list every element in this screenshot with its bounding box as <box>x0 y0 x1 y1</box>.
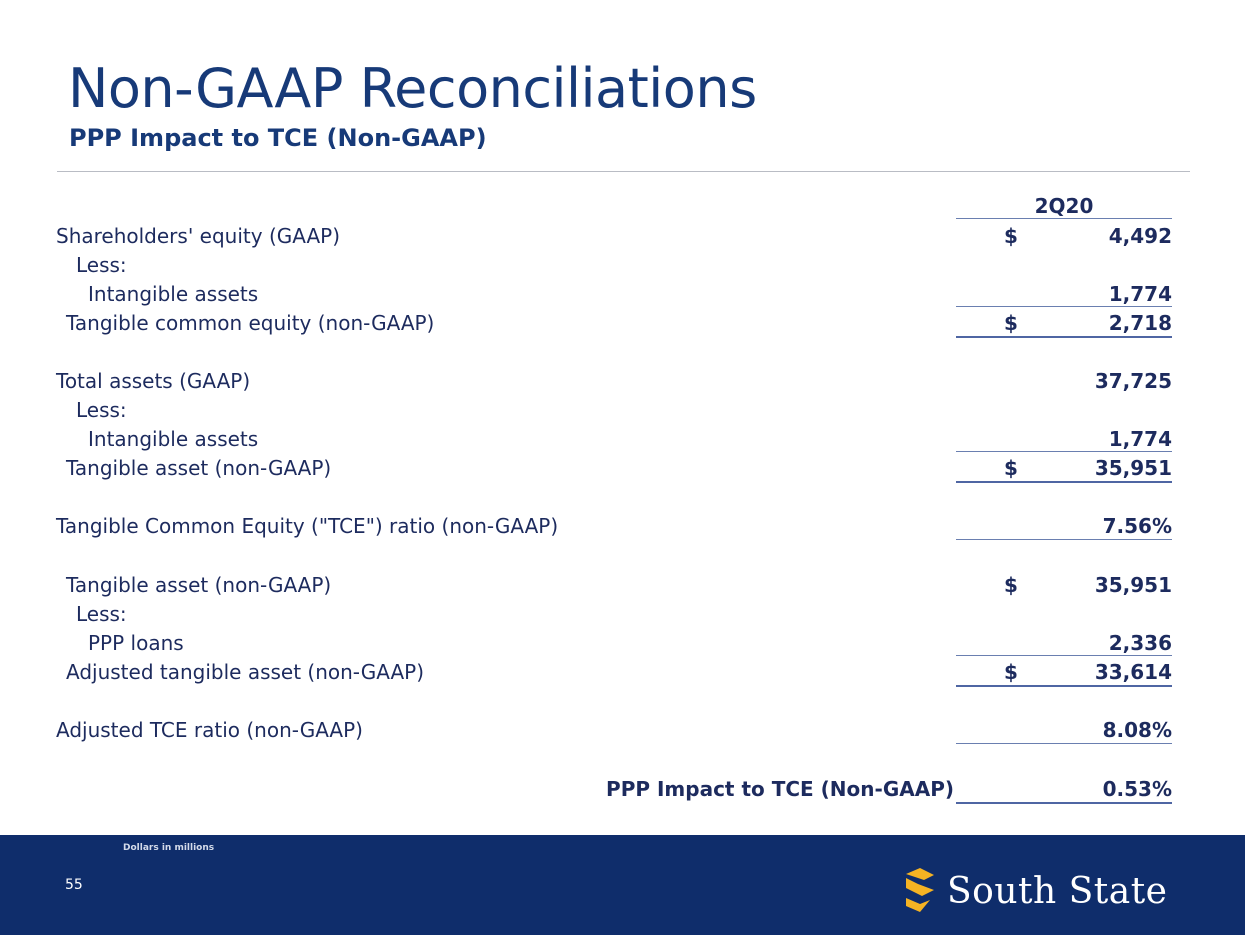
table-row: PPP loans 2,336 <box>0 629 1245 657</box>
page-subtitle: PPP Impact to TCE (Non-GAAP) <box>69 124 487 152</box>
total-line <box>956 336 1172 338</box>
ppp-impact-row: 0.53% <box>0 775 1245 803</box>
row-value: 1,774 <box>1108 427 1172 451</box>
row-value: 7.56% <box>1102 514 1172 538</box>
ppp-impact-value: 0.53% <box>1102 777 1172 801</box>
row-value: 8.08% <box>1102 718 1172 742</box>
table-row: Less: <box>0 396 1245 424</box>
footer-bar: Dollars in millions 55 South State <box>0 835 1245 935</box>
table-row: Intangible assets 1,774 <box>0 280 1245 308</box>
ppp-impact-label: PPP Impact to TCE (Non-GAAP) <box>606 777 954 801</box>
row-label: Tangible common equity (non-GAAP) <box>66 311 435 335</box>
table-row: Shareholders' equity (GAAP) $ 4,492 <box>0 222 1245 250</box>
table-row: Tangible asset (non-GAAP) $ 35,951 <box>0 571 1245 599</box>
footnote: Dollars in millions <box>123 843 215 853</box>
ratio-underline <box>956 743 1172 744</box>
page-title: Non-GAAP Reconciliations <box>68 57 757 120</box>
row-currency: $ <box>1004 456 1018 480</box>
row-label: Tangible asset (non-GAAP) <box>66 573 332 597</box>
table-row: Intangible assets 1,774 <box>0 425 1245 453</box>
row-value: 33,614 <box>1094 660 1172 684</box>
row-currency: $ <box>1004 573 1018 597</box>
row-label: Less: <box>76 602 127 626</box>
row-value: 35,951 <box>1094 573 1172 597</box>
total-line <box>956 685 1172 687</box>
column-header-underline <box>956 218 1172 219</box>
row-label: Adjusted TCE ratio (non-GAAP) <box>56 718 363 742</box>
row-value: 2,336 <box>1108 631 1172 655</box>
table-row: Total assets (GAAP) 37,725 <box>0 367 1245 395</box>
impact-underline <box>956 802 1172 804</box>
reconciliation-table: 2Q20 Shareholders' equity (GAAP) $ 4,492… <box>0 194 1245 804</box>
row-value: 37,725 <box>1094 369 1172 393</box>
row-label: PPP loans <box>88 631 184 655</box>
subtotal-line <box>956 306 1172 307</box>
table-row: Less: <box>0 600 1245 628</box>
row-label: Less: <box>76 253 127 277</box>
row-currency: $ <box>1004 660 1018 684</box>
row-value: 2,718 <box>1108 311 1172 335</box>
row-label: Adjusted tangible asset (non-GAAP) <box>66 660 425 684</box>
row-label: Tangible Common Equity ("TCE") ratio (no… <box>56 514 559 538</box>
column-header-2q20: 2Q20 <box>1034 194 1094 218</box>
ratio-underline <box>956 539 1172 540</box>
row-currency: $ <box>1004 224 1018 248</box>
table-row: Tangible asset (non-GAAP) $ 35,951 <box>0 454 1245 482</box>
brand-name: South State <box>947 871 1168 912</box>
table-row: Tangible common equity (non-GAAP) $ 2,71… <box>0 309 1245 337</box>
table-row: Tangible Common Equity ("TCE") ratio (no… <box>0 512 1245 540</box>
row-value: 1,774 <box>1108 282 1172 306</box>
subtotal-line <box>956 655 1172 656</box>
row-label: Less: <box>76 398 127 422</box>
row-label: Shareholders' equity (GAAP) <box>56 224 341 248</box>
table-row: Adjusted TCE ratio (non-GAAP) 8.08% <box>0 716 1245 744</box>
s-logo-icon <box>906 868 934 912</box>
brand-logo: South State <box>902 866 1202 916</box>
row-label: Tangible asset (non-GAAP) <box>66 456 332 480</box>
table-row: Less: <box>0 251 1245 279</box>
row-value: 4,492 <box>1108 224 1172 248</box>
row-label: Intangible assets <box>88 427 259 451</box>
page-number: 55 <box>65 877 83 893</box>
table-row: Adjusted tangible asset (non-GAAP) $ 33,… <box>0 658 1245 686</box>
row-currency: $ <box>1004 311 1018 335</box>
row-value: 35,951 <box>1094 456 1172 480</box>
subtotal-line <box>956 451 1172 452</box>
row-label: Intangible assets <box>88 282 259 306</box>
row-label: Total assets (GAAP) <box>56 369 251 393</box>
total-line <box>956 481 1172 483</box>
title-divider <box>57 171 1190 172</box>
